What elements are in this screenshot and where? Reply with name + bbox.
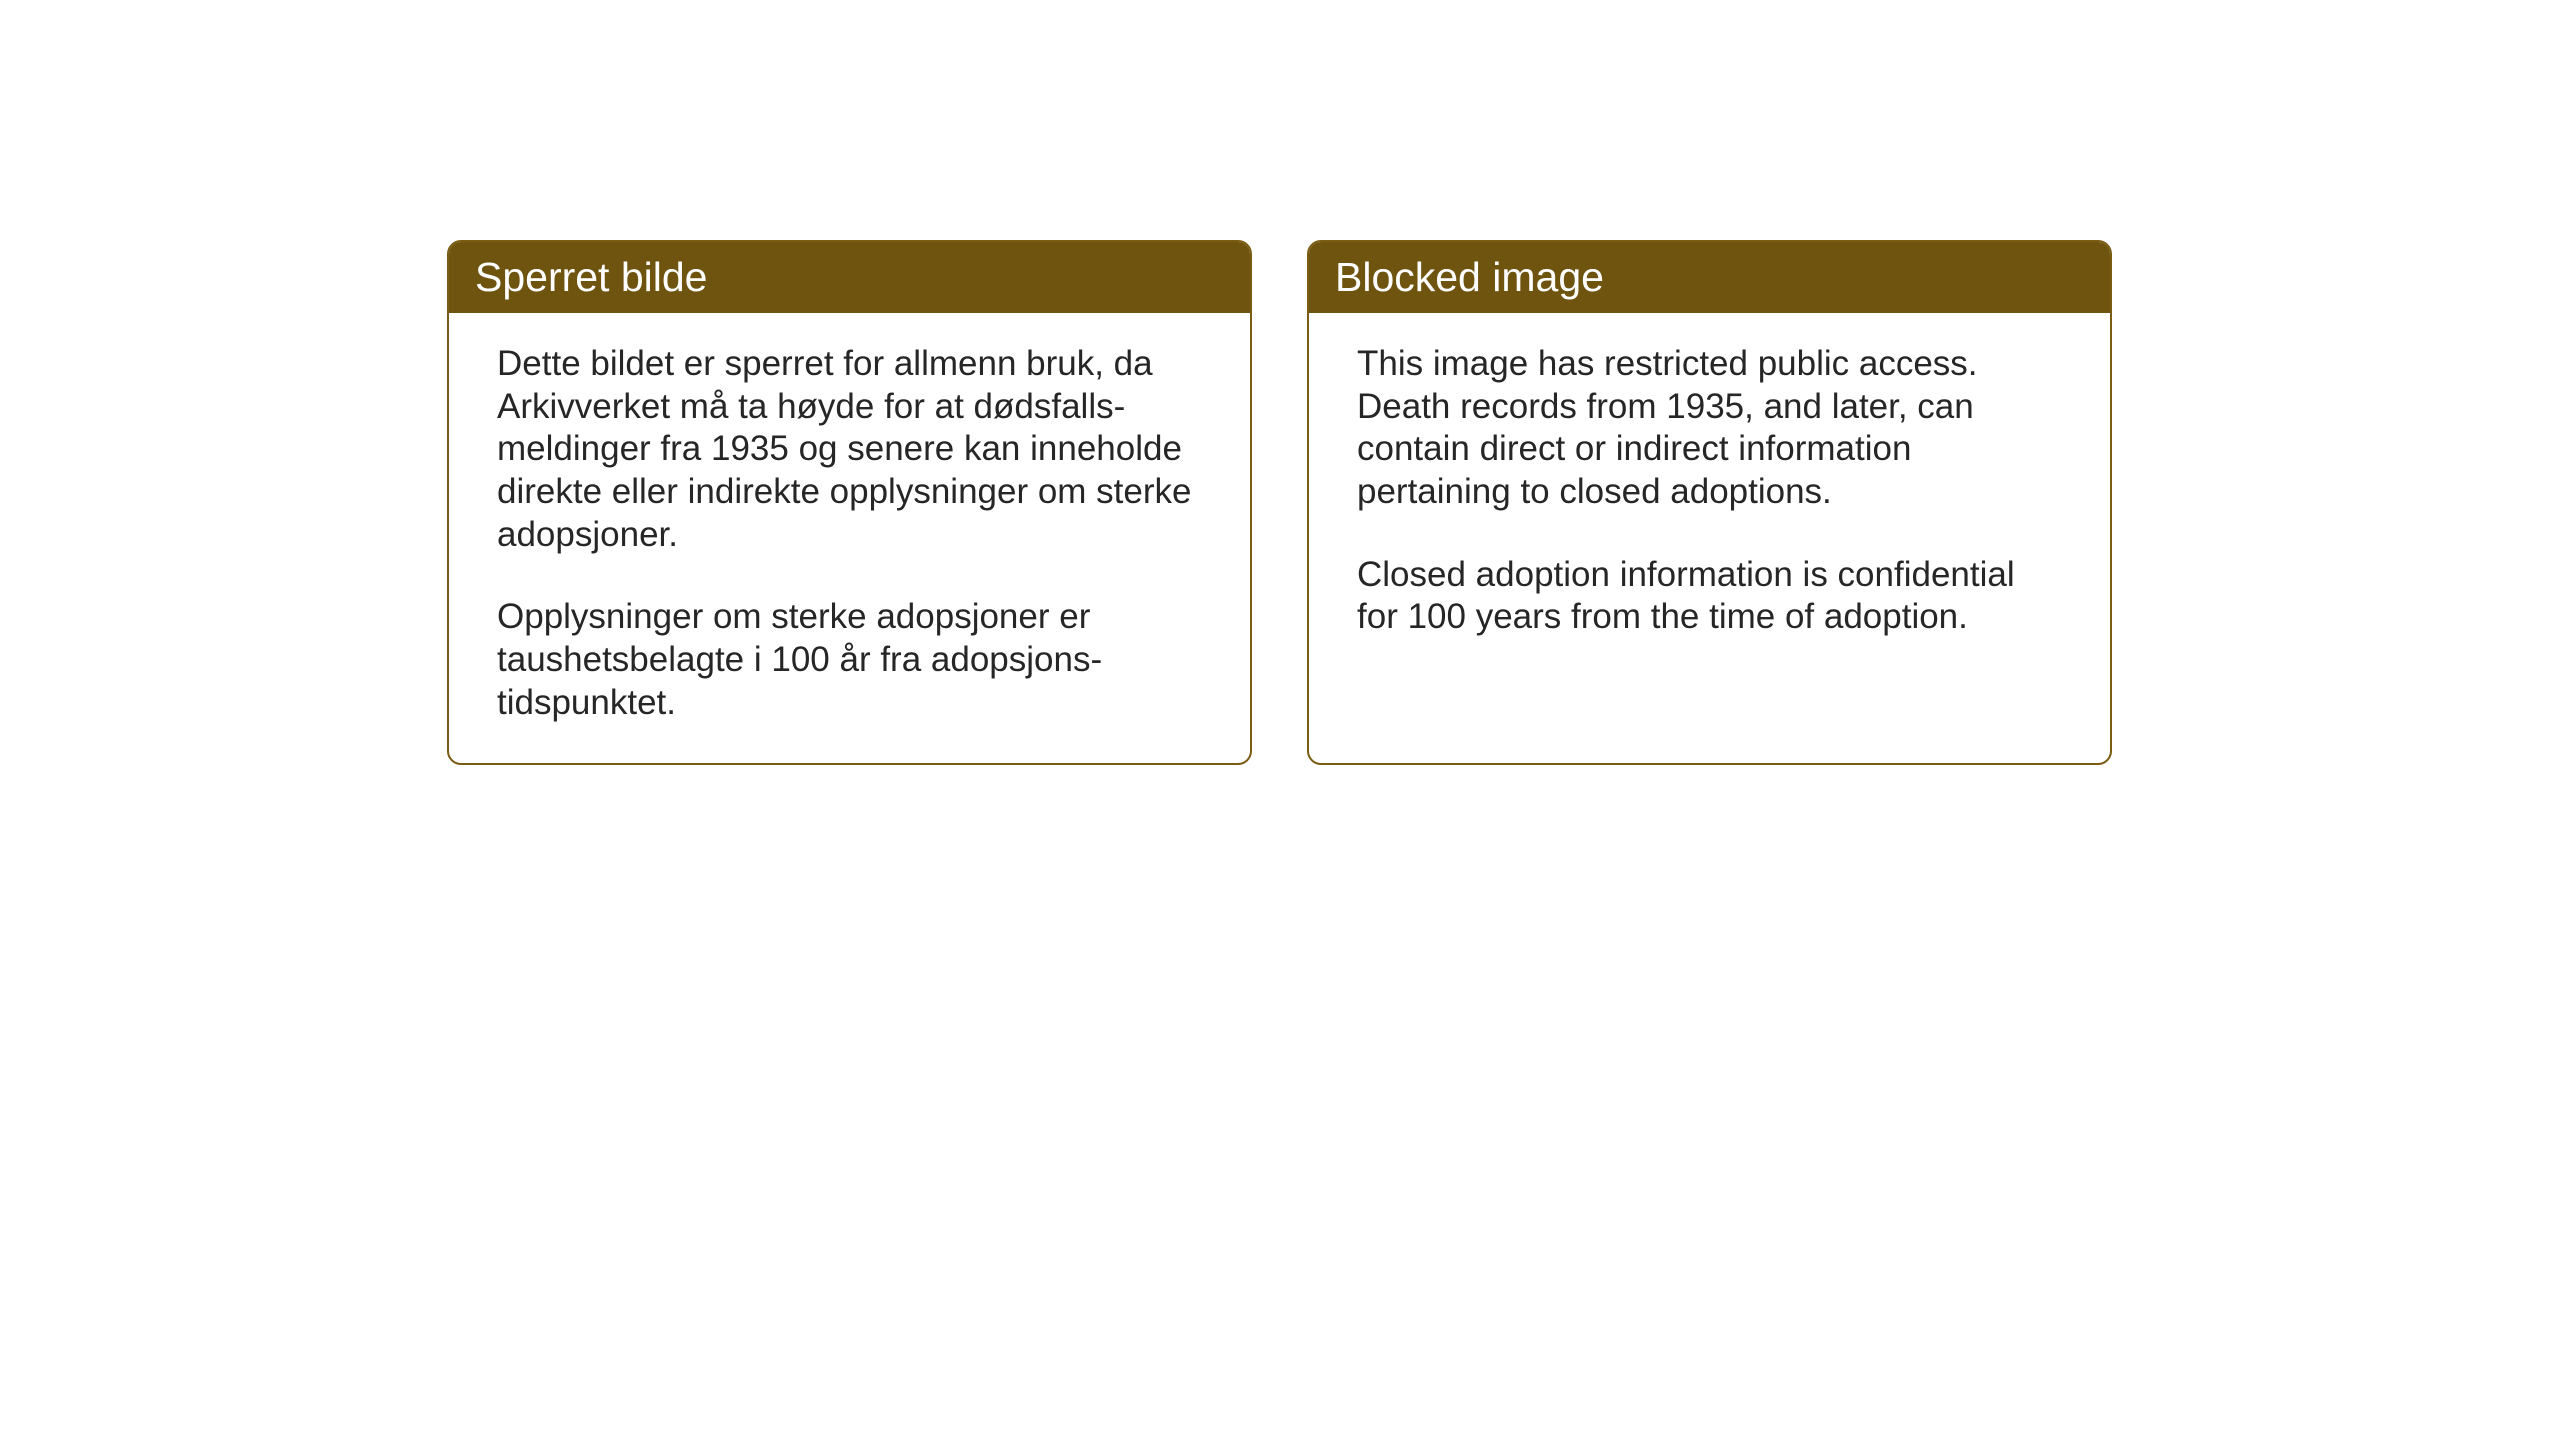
notice-header-english: Blocked image	[1309, 242, 2110, 313]
notice-header-norwegian: Sperret bilde	[449, 242, 1250, 313]
notice-body-norwegian: Dette bildet er sperret for allmenn bruk…	[449, 313, 1250, 763]
notice-paragraph: Closed adoption information is confident…	[1357, 554, 2062, 639]
notice-paragraph: Dette bildet er sperret for allmenn bruk…	[497, 343, 1202, 556]
notice-paragraph: Opplysninger om sterke adopsjoner er tau…	[497, 596, 1202, 724]
notice-box-norwegian: Sperret bilde Dette bildet er sperret fo…	[447, 240, 1252, 765]
notice-body-english: This image has restricted public access.…	[1309, 313, 2110, 677]
notice-paragraph: This image has restricted public access.…	[1357, 343, 2062, 514]
notice-box-english: Blocked image This image has restricted …	[1307, 240, 2112, 765]
notice-container: Sperret bilde Dette bildet er sperret fo…	[447, 240, 2112, 765]
